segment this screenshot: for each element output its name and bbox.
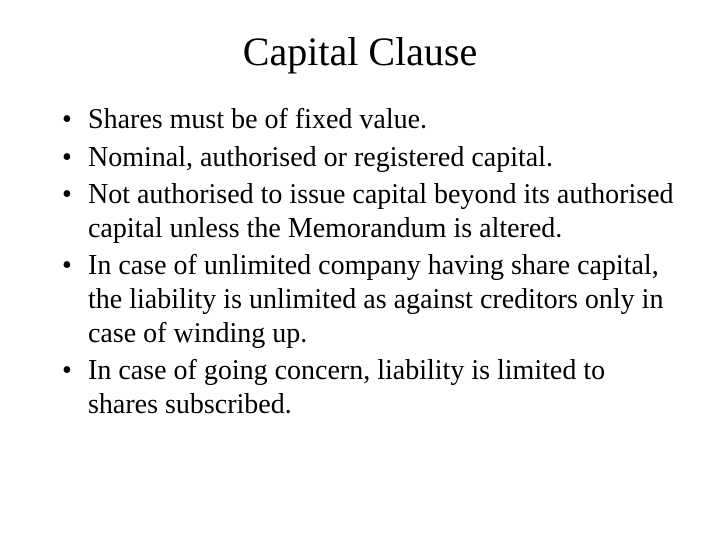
list-item: In case of unlimited company having shar… <box>62 249 680 350</box>
list-item: Shares must be of fixed value. <box>62 103 680 137</box>
slide-title: Capital Clause <box>40 28 680 75</box>
slide: Capital Clause Shares must be of fixed v… <box>0 0 720 540</box>
list-item: Nominal, authorised or registered capita… <box>62 141 680 175</box>
list-item: Not authorised to issue capital beyond i… <box>62 178 680 245</box>
list-item: In case of going concern, liability is l… <box>62 354 680 421</box>
bullet-list: Shares must be of fixed value. Nominal, … <box>40 103 680 421</box>
